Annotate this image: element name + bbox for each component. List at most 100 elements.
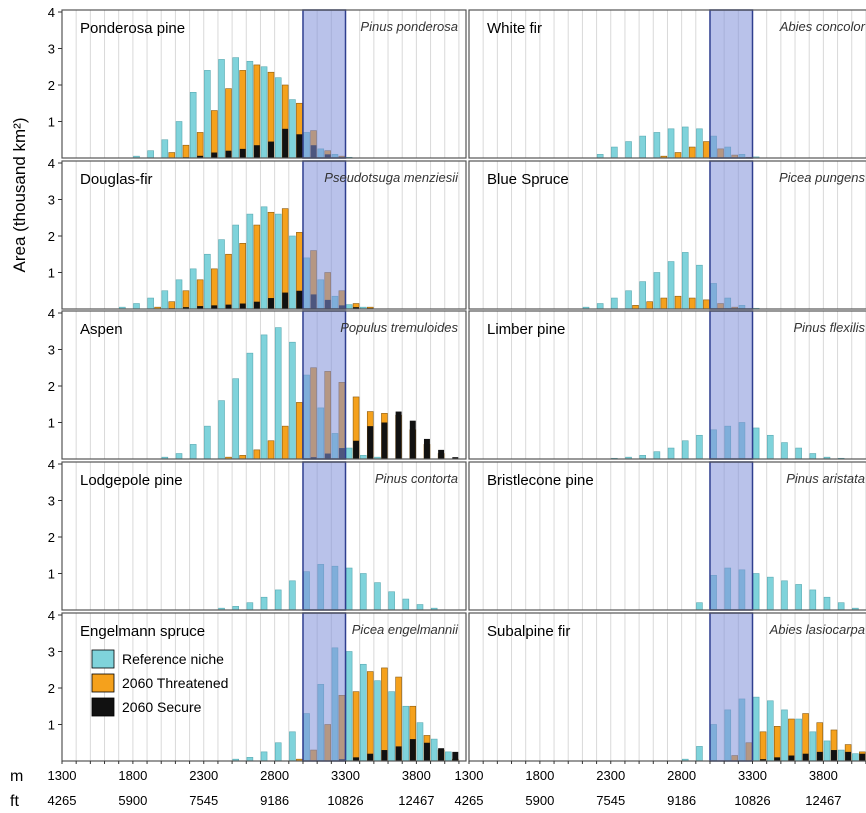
y-tick-label: 2: [48, 379, 55, 394]
y-axis-label: Area (thousand km²): [10, 118, 29, 273]
bar-reference: [289, 235, 296, 310]
bar-secure: [423, 742, 430, 761]
bar-reference: [175, 453, 183, 460]
legend-swatch-reference: [91, 649, 115, 669]
x-tick-label-m: 1300: [48, 768, 77, 783]
bar-threatened: [674, 295, 682, 310]
bar-threatened: [281, 425, 289, 460]
bar-secure: [859, 753, 866, 761]
x-tick-label-m: 1300: [455, 768, 484, 783]
bar-reference: [260, 334, 268, 460]
panel-frame: [61, 612, 467, 762]
bar-reference: [837, 602, 845, 611]
panel-3: 1 2 3 4 Douglas-fir Pseudotsuga menziesii: [48, 156, 467, 310]
bar-reference: [260, 66, 268, 159]
bar-secure: [296, 290, 303, 309]
x-tick-label-ft: 5900: [118, 793, 147, 808]
bar-reference: [289, 99, 296, 159]
panel-scientific-name: Picea engelmannii: [352, 622, 459, 637]
bar-reference: [809, 453, 817, 460]
panel-frame: [61, 160, 467, 310]
legend-swatch-secure: [91, 697, 115, 717]
bar-threatened: [168, 152, 176, 159]
elevation-band: [709, 461, 754, 611]
bar-reference: [204, 70, 211, 159]
bar-secure: [395, 411, 402, 459]
bar-secure: [239, 148, 246, 158]
x-axis: 1300 4265 1800 5900 2300 7545 2800 9186 3300 1082…: [48, 761, 866, 808]
bar-secure: [268, 141, 274, 158]
panel-common-name: Ponderosa pine: [80, 20, 185, 37]
bar-reference: [260, 596, 268, 611]
y-tick-label: 2: [48, 530, 55, 545]
bar-reference: [696, 602, 703, 611]
bar-secure: [816, 751, 823, 761]
elevation-band: [709, 612, 754, 762]
bar-secure: [353, 757, 360, 761]
bar-reference: [809, 589, 817, 611]
panels-layer: 1 2 3 4 Ponderosa pine Pinus ponderosa White f…: [48, 5, 866, 762]
panel-10: Subalpine fir Abies lasiocarpa: [468, 612, 866, 762]
bar-reference: [823, 596, 831, 611]
bar-reference: [696, 434, 703, 460]
bar-threatened: [366, 671, 374, 762]
panel-scientific-name: Populus tremuloides: [340, 320, 458, 335]
bar-reference: [147, 297, 154, 310]
bar-reference: [667, 447, 675, 460]
x-tick-label-ft: 9186: [260, 793, 289, 808]
bar-threatened: [253, 449, 261, 460]
bar-secure: [788, 755, 795, 761]
bar-reference: [752, 573, 760, 611]
panel-common-name: Subalpine fir: [487, 623, 570, 640]
bar-reference: [388, 591, 395, 611]
y-tick-label: 4: [48, 5, 55, 20]
bar-secure: [395, 746, 402, 761]
y-tick-label: 3: [48, 42, 55, 57]
bar-secure: [367, 426, 374, 459]
bar-reference: [360, 663, 367, 762]
bar-secure: [225, 150, 232, 158]
bar-reference: [204, 253, 211, 310]
panel-common-name: Limber pine: [487, 321, 565, 338]
panel-common-name: Lodgepole pine: [80, 472, 183, 489]
panel-frame: [468, 160, 866, 310]
bar-secure: [296, 134, 303, 158]
bar-reference: [246, 352, 254, 460]
elevation-band: [709, 9, 754, 159]
bar-threatened: [253, 64, 261, 159]
bar-threatened: [674, 152, 682, 159]
bar-reference: [232, 57, 239, 159]
x-tick-label-m: 2300: [596, 768, 625, 783]
bar-secure: [353, 307, 360, 309]
panel-common-name: Engelmann spruce: [80, 623, 205, 640]
y-tick-label: 4: [48, 156, 55, 171]
bar-reference: [767, 576, 774, 611]
bar-threatened: [688, 146, 696, 159]
bar-secure: [381, 422, 388, 459]
bar-threatened: [759, 731, 767, 762]
bar-threatened: [225, 253, 232, 310]
bar-secure: [760, 759, 767, 761]
bar-secure: [253, 301, 260, 309]
elevation-band: [709, 160, 754, 310]
bar-reference: [430, 738, 438, 762]
bar-reference: [837, 749, 845, 762]
bar-reference: [696, 128, 703, 159]
x-tick-label-ft: 7545: [189, 793, 218, 808]
bar-reference: [667, 128, 675, 159]
bar-reference: [374, 680, 381, 762]
bar-secure: [381, 750, 388, 761]
elevation-band: [709, 310, 754, 460]
bar-secure: [282, 128, 289, 158]
bar-reference: [289, 580, 296, 611]
bar-reference: [639, 281, 646, 310]
bar-reference: [653, 132, 661, 159]
x-tick-label-ft: 12467: [398, 793, 434, 808]
x-tick-label-m: 3300: [331, 768, 360, 783]
x-tick-label-ft: 10826: [327, 793, 363, 808]
bar-reference: [274, 742, 282, 762]
bar-reference: [246, 60, 254, 159]
bar-reference: [611, 297, 618, 310]
bar-threatened: [239, 243, 246, 310]
